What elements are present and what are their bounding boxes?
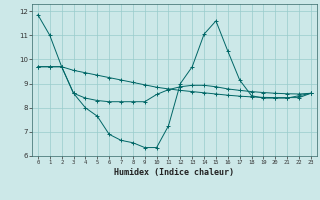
X-axis label: Humidex (Indice chaleur): Humidex (Indice chaleur) <box>115 168 234 177</box>
